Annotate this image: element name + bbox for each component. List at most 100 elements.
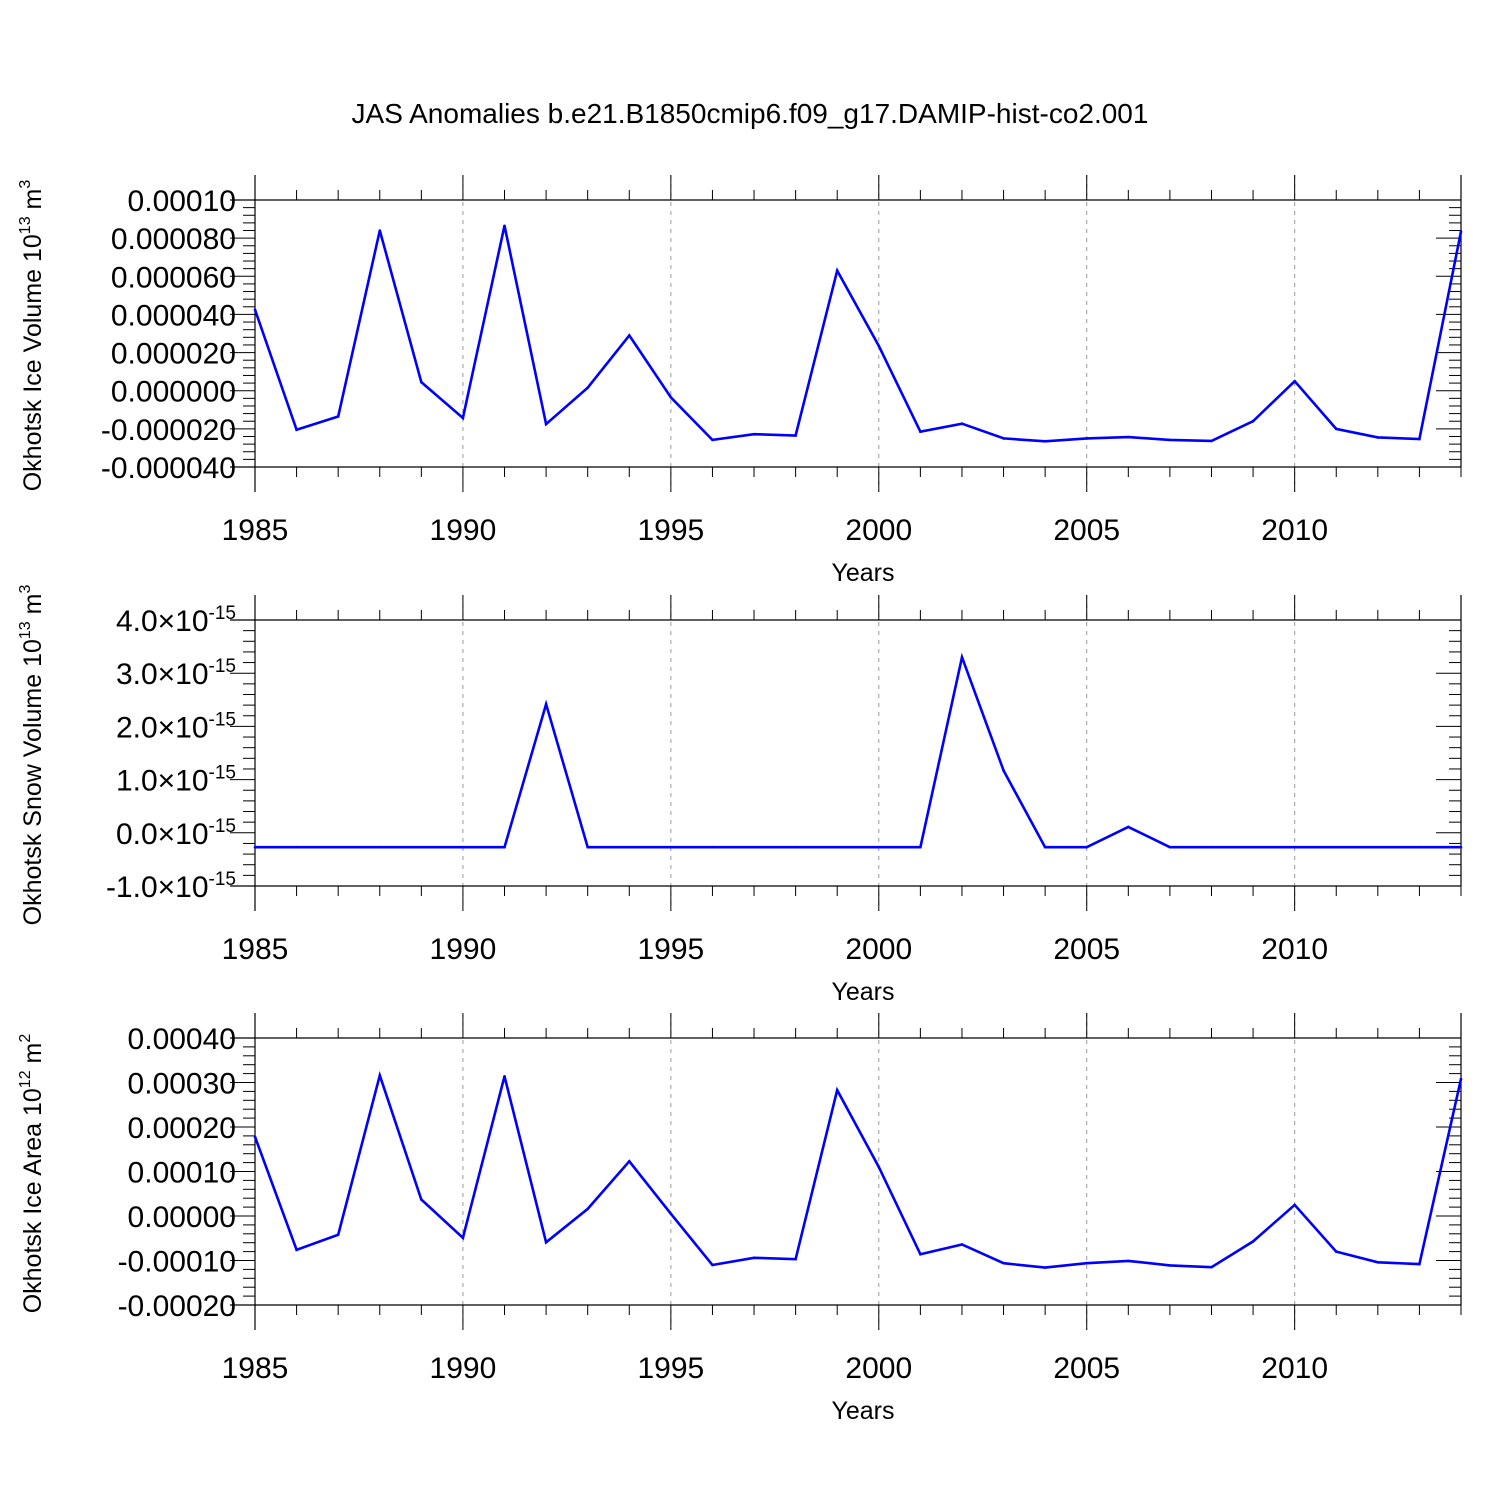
data-point [960, 655, 964, 659]
y-axis-label: Okhotsk Ice Area 1012 m2 [17, 1034, 47, 1314]
x-tick-label: 2010 [1261, 1352, 1328, 1385]
data-point [1168, 438, 1172, 442]
y-tick-label: 0.00000 [128, 1201, 236, 1234]
data-point [835, 1088, 839, 1092]
data-point [336, 415, 340, 418]
y-tick-label: 4.0×10-15 [116, 603, 236, 638]
data-point [1418, 845, 1421, 849]
data-point [877, 845, 881, 849]
y-tick-label: 2.0×10-15 [116, 709, 236, 744]
data-point [503, 845, 506, 849]
data-point [669, 845, 673, 849]
data-point [752, 845, 756, 849]
data-point [960, 422, 964, 426]
data-point [1418, 1262, 1421, 1266]
data-point [295, 428, 298, 432]
data-point [336, 845, 340, 849]
data-point [1418, 437, 1421, 441]
y-tick-label: 0.000060 [111, 261, 236, 294]
data-point [1459, 845, 1463, 849]
data-point [378, 229, 382, 232]
panel-ice-volume: 1985 1990 1995 2000 2005 2010 Years -0.000040 -0… [17, 175, 1463, 587]
y-tick-label: -1.0×10-15 [106, 869, 236, 904]
data-point [1251, 845, 1255, 849]
data-point [919, 845, 922, 849]
x-tick-label: 2000 [845, 933, 912, 966]
data-point [794, 434, 797, 437]
x-tick-label: 2000 [845, 1352, 912, 1385]
data-point [627, 845, 631, 849]
x-tick-label: 1985 [222, 1352, 289, 1385]
x-tick-label: 1990 [430, 514, 497, 547]
y-tick-label: -0.00010 [118, 1246, 236, 1279]
y-tick-label: 0.00040 [128, 1023, 236, 1056]
data-point [1043, 845, 1047, 849]
y-tick-label: -0.000040 [101, 452, 236, 485]
data-point [1168, 1264, 1172, 1267]
data-point [461, 1236, 465, 1240]
x-tick-label: 1990 [430, 933, 497, 966]
x-axis-label: Years [831, 1397, 894, 1425]
y-tick-label: 1.0×10-15 [116, 763, 236, 798]
data-point [794, 845, 797, 849]
data-point [835, 845, 839, 849]
data-point [1002, 769, 1005, 772]
data-point [1251, 1240, 1255, 1243]
data-point [1334, 427, 1338, 431]
data-point [1210, 1265, 1213, 1269]
y-tick-label: 0.00010 [128, 1157, 236, 1190]
x-tick-label: 1995 [637, 1352, 704, 1385]
data-point [1085, 1261, 1089, 1265]
y-tick-label: 3.0×10-15 [116, 656, 236, 691]
data-point [752, 1256, 756, 1260]
data-point [420, 845, 423, 849]
data-point [336, 1233, 340, 1236]
data-point [378, 845, 382, 849]
x-axis-label: Years [831, 559, 894, 587]
data-point [503, 1074, 506, 1078]
data-point [1210, 845, 1213, 849]
data-point [1334, 845, 1338, 849]
data-point [253, 1135, 257, 1139]
data-point [544, 422, 548, 426]
y-tick-label: 0.000000 [111, 376, 236, 409]
series-line [253, 225, 1463, 443]
data-point [586, 386, 589, 389]
data-point [919, 430, 922, 434]
data-point [1043, 439, 1047, 443]
y-tick-label: 0.000020 [111, 338, 236, 371]
data-point [1127, 1259, 1130, 1263]
data-point [711, 845, 714, 849]
data-point [877, 1165, 881, 1169]
data-point [1376, 845, 1380, 849]
x-tick-label: 2005 [1053, 514, 1120, 547]
data-point [1293, 845, 1296, 849]
data-point [461, 416, 465, 420]
y-tick-label: -0.00020 [118, 1290, 236, 1323]
data-point [1168, 845, 1172, 849]
data-point [253, 308, 257, 311]
series-line [255, 652, 1461, 849]
data-point [1376, 1260, 1380, 1264]
data-point [1085, 845, 1089, 849]
data-point [1334, 1250, 1338, 1253]
data-point [835, 269, 839, 272]
x-tick-label: 1985 [222, 933, 289, 966]
x-tick-label: 1985 [222, 514, 289, 547]
data-point [794, 1257, 797, 1261]
y-axis-label: Okhotsk Ice Volume 1013 m3 [17, 180, 47, 492]
data-point [1002, 1261, 1005, 1265]
x-tick-label: 2005 [1053, 933, 1120, 966]
data-point [544, 1240, 548, 1244]
data-point [627, 334, 631, 337]
y-tick-label: -0.000020 [101, 414, 236, 447]
x-tick-label: 1995 [637, 514, 704, 547]
y-axis-label: Okhotsk Snow Volume 1013 m3 [17, 585, 47, 926]
y-tick-label: 0.00010 [128, 185, 236, 218]
y-tick-label: 0.000080 [111, 223, 236, 256]
x-tick-label: 2000 [845, 514, 912, 547]
data-point [1085, 437, 1089, 440]
data-point [960, 1243, 964, 1246]
x-tick-label: 1990 [430, 1352, 497, 1385]
